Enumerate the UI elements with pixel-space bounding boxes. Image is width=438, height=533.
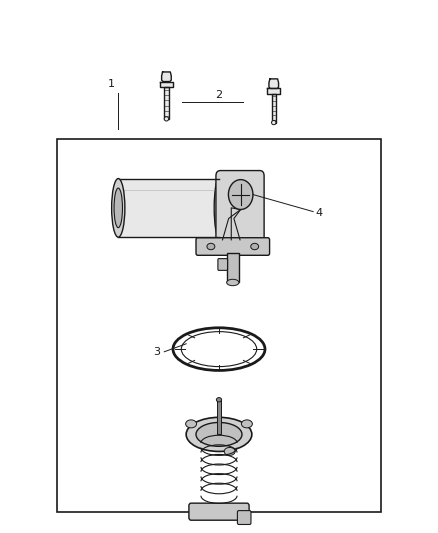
Ellipse shape [207,243,215,249]
Ellipse shape [114,188,123,228]
Bar [217,400,221,434]
Bar [164,87,169,119]
Ellipse shape [224,447,235,455]
FancyBboxPatch shape [189,503,249,520]
Ellipse shape [227,279,239,286]
Text: 2: 2 [215,90,223,100]
Ellipse shape [272,120,276,125]
Text: 4: 4 [315,208,322,218]
Circle shape [229,180,253,209]
Polygon shape [269,79,279,88]
Ellipse shape [214,179,224,237]
Ellipse shape [186,417,252,451]
Polygon shape [267,88,280,94]
FancyBboxPatch shape [216,171,264,245]
FancyBboxPatch shape [218,259,228,270]
Bar [118,179,219,237]
FancyBboxPatch shape [196,238,269,255]
Bar [227,253,239,282]
Polygon shape [162,72,171,82]
Text: 3: 3 [153,348,160,357]
Ellipse shape [241,420,252,428]
Ellipse shape [164,117,169,121]
FancyBboxPatch shape [237,511,251,524]
Ellipse shape [112,179,125,237]
Ellipse shape [196,423,242,446]
Ellipse shape [216,398,222,402]
Ellipse shape [186,420,197,428]
Polygon shape [160,82,173,87]
Bar [57,139,381,512]
Bar [272,94,276,123]
Text: 1: 1 [108,79,115,89]
Ellipse shape [251,243,258,249]
